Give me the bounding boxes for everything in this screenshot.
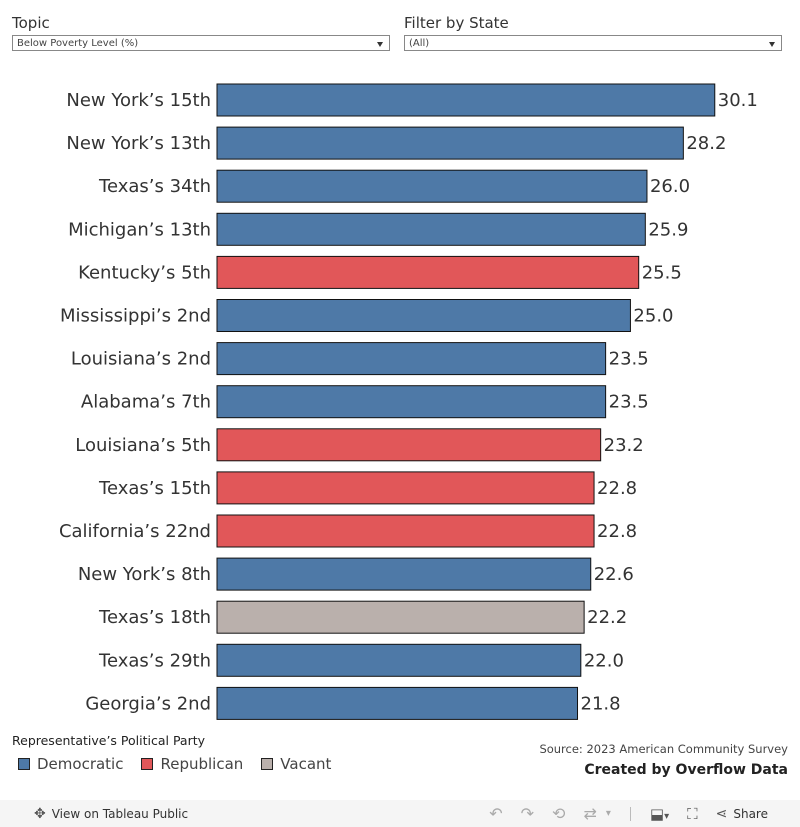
category-label: Louisiana’s 5th	[75, 435, 211, 456]
value-label: 30.1	[718, 90, 758, 111]
revert-icon[interactable]: ⟲	[552, 804, 566, 823]
category-label: Michigan’s 13th	[68, 219, 211, 240]
topic-select[interactable]: Below Poverty Level (%)	[12, 35, 390, 51]
category-label: Kentucky’s 5th	[78, 262, 211, 283]
bar-chart: New York’s 15th 30.1 New York’s 13th 28.2 Te…	[59, 83, 758, 720]
bar-15[interactable]	[216, 686, 579, 720]
state-filter: Filter by State (All)	[404, 14, 782, 51]
source-note: Source: 2023 American Community Survey	[539, 742, 788, 756]
legend: Representative’s Political Party Democra…	[12, 733, 349, 773]
download-icon[interactable]: ⬓▾	[649, 804, 670, 823]
value-label: 25.9	[648, 219, 688, 240]
bar-3[interactable]	[216, 169, 648, 203]
toolbar-divider	[629, 806, 631, 821]
bar-4[interactable]	[216, 212, 646, 246]
value-label: 28.2	[686, 133, 726, 154]
bar-1[interactable]	[216, 83, 716, 117]
share-icon: ⋖	[715, 805, 728, 822]
value-label: 25.0	[633, 306, 673, 327]
value-label: 21.8	[581, 693, 621, 714]
chevron-down-icon	[769, 42, 775, 47]
category-label: New York’s 15th	[66, 90, 211, 111]
bar-8[interactable]	[216, 385, 607, 419]
view-on-tableau-label: View on Tableau Public	[51, 806, 189, 821]
legend-label-democratic: Democratic	[37, 755, 124, 773]
value-label: 22.8	[597, 478, 637, 499]
state-select[interactable]: (All)	[404, 35, 782, 51]
bar-12[interactable]	[216, 557, 592, 591]
category-label: Texas’s 18th	[98, 607, 211, 628]
share-button[interactable]: ⋖ Share	[716, 806, 768, 822]
legend-label-republican: Republican	[160, 755, 244, 773]
legend-swatch-vacant	[261, 758, 274, 770]
category-label: New York’s 8th	[78, 564, 211, 585]
legend-item-republican[interactable]: Republican	[141, 755, 243, 773]
value-label: 22.6	[594, 564, 634, 585]
bar-11[interactable]	[216, 514, 595, 548]
bar-13[interactable]	[216, 600, 585, 634]
refresh-icon[interactable]: ⇄	[583, 804, 597, 823]
bar-14[interactable]	[216, 643, 582, 677]
toolbar-actions: ↶ ↷ ⟲ ⇄ ▾ ⬓▾ ⛶ ⋖ Share	[480, 800, 800, 827]
category-label: Alabama’s 7th	[81, 392, 211, 413]
category-label: Texas’s 34th	[98, 176, 211, 197]
legend-item-democratic[interactable]: Democratic	[18, 755, 123, 773]
value-label: 23.5	[609, 349, 649, 370]
legend-title: Representative’s Political Party	[12, 733, 206, 748]
topic-filter-label: Topic	[12, 14, 50, 32]
chevron-down-icon[interactable]: ▾	[605, 808, 611, 819]
fullscreen-icon[interactable]: ⛶	[687, 804, 698, 823]
category-label: Louisiana’s 2nd	[71, 349, 211, 370]
category-label: Mississippi’s 2nd	[60, 306, 211, 327]
state-select-value: (All)	[409, 38, 430, 49]
value-label: 23.5	[609, 392, 649, 413]
legend-swatch-republican	[141, 758, 154, 770]
topic-filter: Topic Below Poverty Level (%)	[12, 14, 390, 51]
bar-2[interactable]	[216, 126, 684, 160]
legend-items: Democratic Republican Vacant	[18, 755, 349, 773]
bar-9[interactable]	[216, 428, 602, 462]
value-label: 22.0	[584, 650, 624, 671]
value-label: 22.2	[587, 607, 627, 628]
category-label: New York’s 13th	[66, 133, 211, 154]
redo-icon[interactable]: ↷	[520, 804, 535, 823]
value-label: 23.2	[604, 435, 644, 456]
credit-note: Created by Overflow Data	[584, 762, 788, 778]
legend-item-vacant[interactable]: Vacant	[261, 755, 331, 773]
chevron-down-icon	[377, 42, 383, 47]
legend-label-vacant: Vacant	[280, 755, 332, 773]
bar-6[interactable]	[216, 299, 631, 332]
value-label: 22.8	[597, 521, 637, 542]
view-on-tableau-button[interactable]: ✥ View on Tableau Public	[34, 806, 188, 822]
value-label: 25.5	[642, 262, 682, 283]
category-label: Texas’s 29th	[98, 650, 211, 671]
category-label: Georgia’s 2nd	[85, 693, 211, 714]
category-label: California’s 22nd	[59, 521, 211, 542]
topic-select-value: Below Poverty Level (%)	[17, 38, 139, 49]
state-filter-label: Filter by State	[404, 14, 509, 32]
share-label: Share	[733, 806, 768, 821]
bar-10[interactable]	[216, 471, 595, 505]
legend-swatch-democratic	[18, 758, 30, 770]
tableau-logo-icon: ✥	[34, 805, 46, 822]
tableau-toolbar: ✥ View on Tableau Public ↶ ↷ ⟲ ⇄ ▾ ⬓▾ ⛶ …	[0, 800, 800, 827]
category-label: Texas’s 15th	[98, 478, 211, 499]
bar-5[interactable]	[216, 255, 640, 289]
undo-icon[interactable]: ↶	[489, 804, 503, 823]
bar-7[interactable]	[216, 342, 607, 376]
value-label: 26.0	[650, 176, 690, 197]
